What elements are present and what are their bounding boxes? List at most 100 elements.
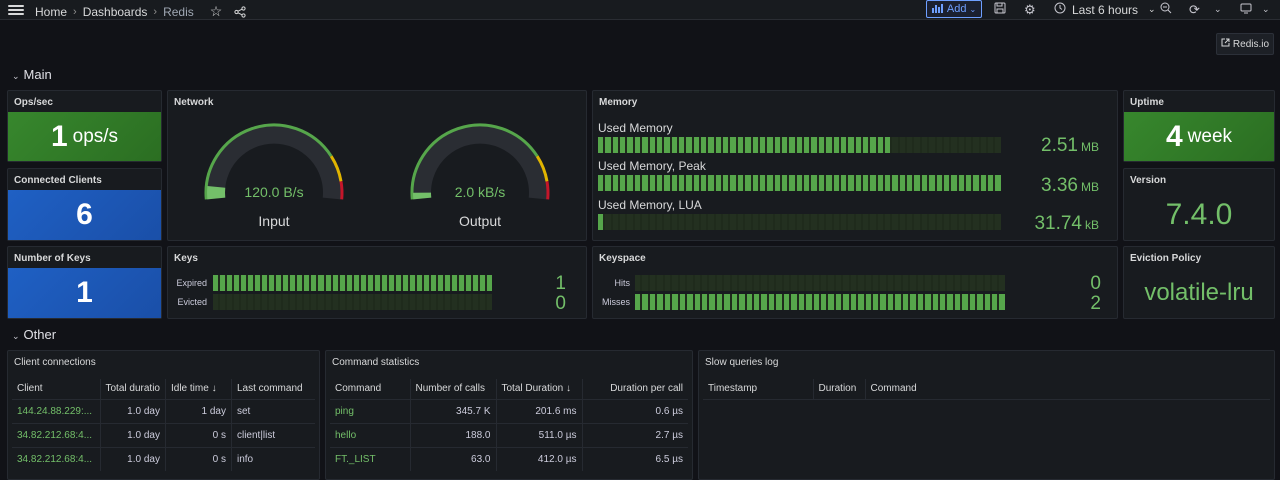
bar-cell: [702, 294, 707, 310]
bar-cell: [797, 175, 802, 191]
breadcrumb-home[interactable]: Home: [35, 5, 67, 19]
bar-cell: [776, 275, 781, 291]
bar-cell: [821, 275, 826, 291]
bar-cell: [466, 275, 471, 291]
share-icon[interactable]: [234, 6, 246, 18]
bar-cell: [680, 294, 685, 310]
bar-cell: [738, 137, 743, 153]
bar-cell: [907, 214, 912, 230]
bar-cell: [627, 175, 632, 191]
bar-cell: [826, 214, 831, 230]
star-icon[interactable]: ☆: [210, 3, 223, 20]
bar-cell: [999, 294, 1004, 310]
column-header[interactable]: Client: [12, 379, 100, 399]
bar-cell: [665, 294, 670, 310]
add-button[interactable]: Add ⌄: [926, 0, 982, 18]
bar-cell: [340, 275, 345, 291]
bar-cell: [650, 214, 655, 230]
bar-cell: [922, 214, 927, 230]
bar-cell: [922, 175, 927, 191]
bar-cell: [318, 294, 323, 310]
bar-cell: [933, 294, 938, 310]
bar-cell: [856, 214, 861, 230]
section-other[interactable]: ⌄Other: [12, 327, 56, 342]
column-header[interactable]: Total Duration ↓: [496, 379, 582, 399]
refresh-interval-chevron-icon[interactable]: ⌄: [1214, 4, 1222, 15]
bar-cell: [297, 275, 302, 291]
bar-cell: [819, 214, 824, 230]
bar-cell: [642, 214, 647, 230]
bar-cell: [290, 294, 295, 310]
tv-mode-icon[interactable]: [1240, 2, 1252, 17]
bar-cell: [888, 294, 893, 310]
chevron-down-icon: ⌄: [12, 71, 20, 81]
bar-cell: [255, 275, 260, 291]
bar-cell: [417, 294, 422, 310]
view-chevron-icon[interactable]: ⌄: [1262, 4, 1270, 15]
bar-cell: [878, 137, 883, 153]
column-header[interactable]: Idle time ↓: [165, 379, 231, 399]
bar-cell: [679, 175, 684, 191]
bar-cell: [241, 275, 246, 291]
bar-cell: [826, 175, 831, 191]
redis-io-link[interactable]: Redis.io: [1216, 33, 1274, 55]
bar-cell: [981, 175, 986, 191]
bar-cell: [361, 294, 366, 310]
panel-title: Memory: [599, 97, 637, 108]
zoom-out-icon[interactable]: [1160, 2, 1172, 17]
cell-idle: 1 day: [165, 399, 231, 423]
cell-idle: 0 s: [165, 447, 231, 471]
bar-cell: [753, 214, 758, 230]
chevron-down-icon: ⌄: [969, 5, 976, 14]
cell-command: set: [231, 399, 315, 423]
bar-cell: [937, 175, 942, 191]
uptime-panel: Uptime 4 week: [1123, 90, 1275, 162]
bar-cell: [985, 294, 990, 310]
cell-total: 201.6 ms: [496, 399, 582, 423]
time-range-picker[interactable]: Last 6 hours ⌄: [1054, 2, 1156, 17]
column-header[interactable]: Total duratio: [100, 379, 165, 399]
bar-cell: [276, 275, 281, 291]
column-header[interactable]: Last command: [231, 379, 315, 399]
cell-command: FT._LIST: [330, 447, 410, 471]
bar-cell: [635, 275, 640, 291]
bar-cell: [354, 294, 359, 310]
column-header[interactable]: Number of calls: [410, 379, 496, 399]
breadcrumb-current: Redis: [163, 5, 194, 19]
eviction-panel: Eviction Policy volatile-lru: [1123, 246, 1275, 319]
section-main[interactable]: ⌄Main: [12, 67, 52, 82]
column-header[interactable]: Timestamp: [703, 379, 813, 399]
bar-cell: [959, 214, 964, 230]
bar-cell: [241, 294, 246, 310]
bar-cell: [664, 214, 669, 230]
column-header[interactable]: Duration per call: [582, 379, 688, 399]
cell-calls: 188.0: [410, 423, 496, 447]
bar-cell: [701, 214, 706, 230]
bar-cell: [856, 175, 861, 191]
bar-cell: [473, 294, 478, 310]
refresh-icon[interactable]: ⟳: [1189, 2, 1200, 18]
bar-cell: [821, 294, 826, 310]
bar-cell: [848, 214, 853, 230]
column-header[interactable]: Command: [330, 379, 410, 399]
bar-cell: [487, 275, 492, 291]
bar-cell: [775, 175, 780, 191]
breadcrumb-dashboards[interactable]: Dashboards: [83, 5, 148, 19]
gear-icon[interactable]: ⚙: [1024, 2, 1036, 18]
bar-cell: [828, 294, 833, 310]
bar-cell: [863, 214, 868, 230]
save-icon[interactable]: [994, 2, 1006, 17]
bar-cell: [811, 214, 816, 230]
menu-icon[interactable]: [8, 3, 24, 16]
time-range-label: Last 6 hours: [1072, 3, 1138, 17]
bar-cell: [262, 294, 267, 310]
bar-cell: [642, 175, 647, 191]
bar-cell: [431, 275, 436, 291]
column-header[interactable]: Duration: [813, 379, 865, 399]
chevron-down-icon: ⌄: [1148, 4, 1156, 15]
bar-cell: [834, 175, 839, 191]
bar-cell: [613, 175, 618, 191]
bar-cell: [760, 214, 765, 230]
column-header[interactable]: Command: [865, 379, 1270, 399]
